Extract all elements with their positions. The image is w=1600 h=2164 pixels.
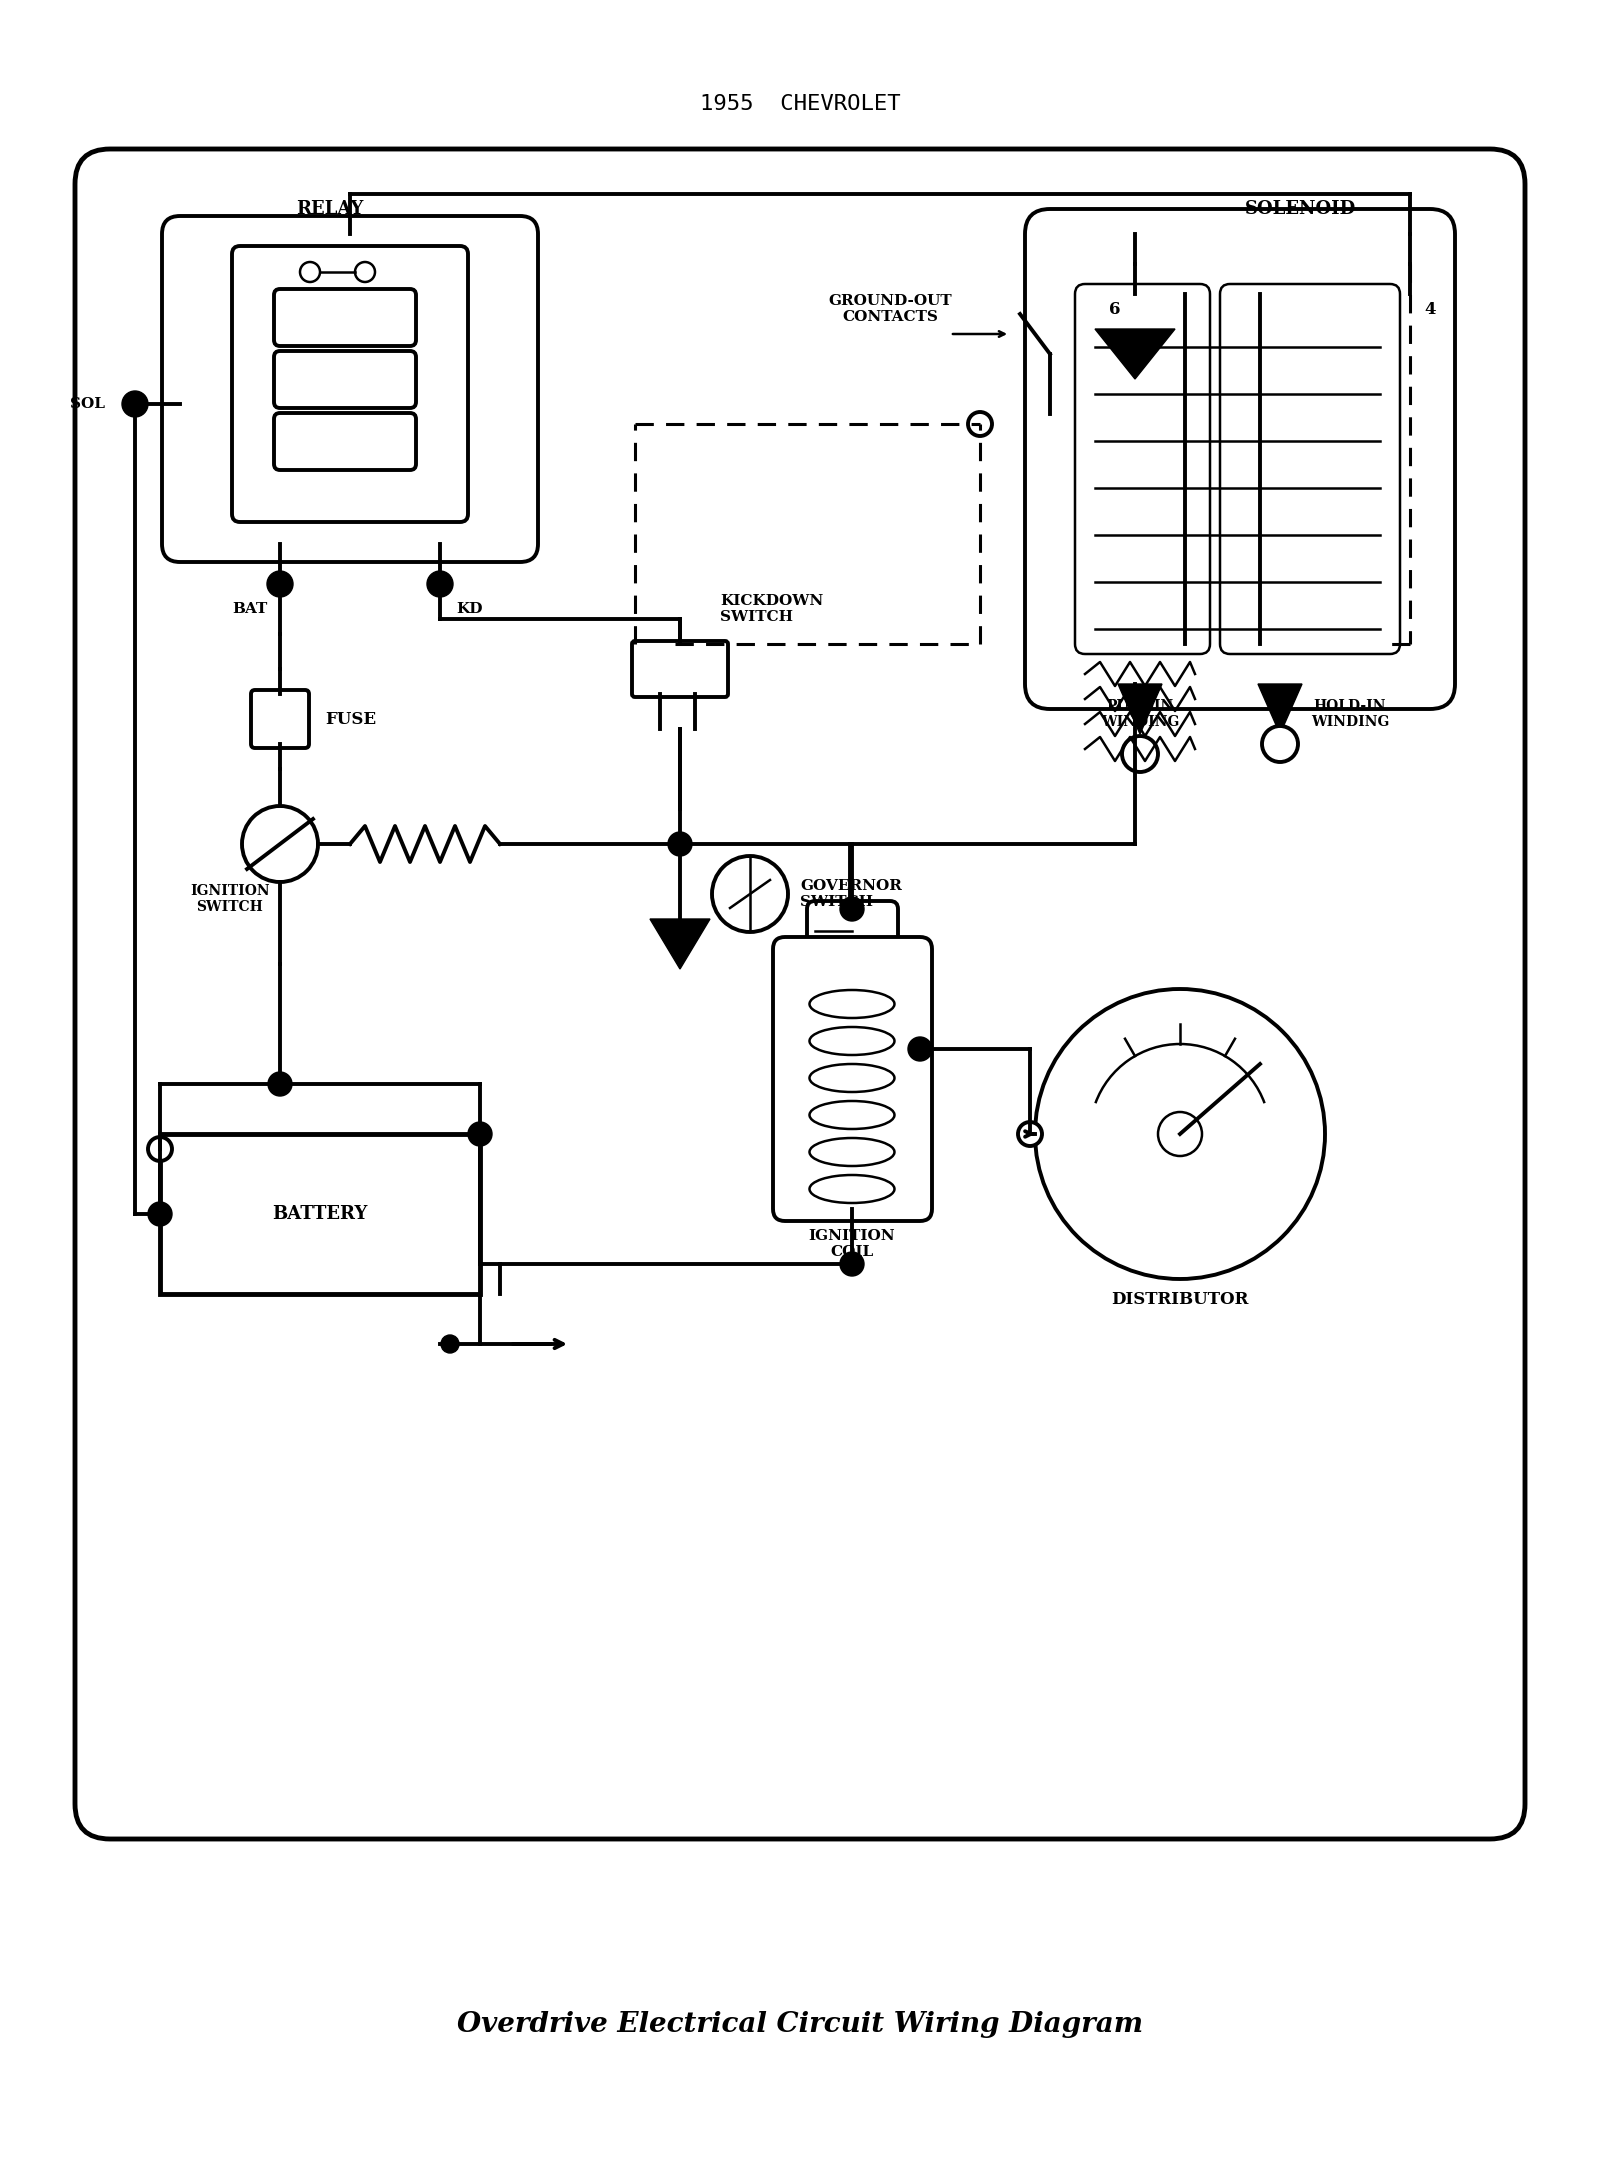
- Text: KICKDOWN
SWITCH: KICKDOWN SWITCH: [720, 593, 824, 623]
- Text: SOLENOID: SOLENOID: [1245, 199, 1355, 219]
- Circle shape: [669, 831, 691, 857]
- Circle shape: [301, 262, 320, 281]
- FancyBboxPatch shape: [274, 351, 416, 409]
- FancyBboxPatch shape: [251, 690, 309, 749]
- Circle shape: [467, 1121, 493, 1147]
- Text: SOL: SOL: [70, 396, 106, 411]
- Circle shape: [147, 1201, 173, 1227]
- Circle shape: [427, 571, 453, 597]
- Text: Overdrive Electrical Circuit Wiring Diagram: Overdrive Electrical Circuit Wiring Diag…: [458, 2010, 1142, 2038]
- Circle shape: [1018, 1121, 1042, 1147]
- Text: 1955  CHEVROLET: 1955 CHEVROLET: [699, 93, 901, 115]
- Circle shape: [122, 392, 147, 418]
- Polygon shape: [1094, 329, 1174, 379]
- Text: DISTRIBUTOR: DISTRIBUTOR: [1112, 1290, 1248, 1307]
- Text: 4: 4: [1424, 301, 1435, 318]
- FancyBboxPatch shape: [632, 641, 728, 697]
- Circle shape: [907, 1037, 931, 1060]
- Circle shape: [269, 1071, 291, 1095]
- Text: KD: KD: [456, 602, 483, 617]
- Text: BATTERY: BATTERY: [272, 1205, 368, 1223]
- Text: IGNITION
COIL: IGNITION COIL: [808, 1229, 896, 1259]
- Circle shape: [1122, 736, 1158, 773]
- Circle shape: [712, 857, 787, 933]
- FancyBboxPatch shape: [806, 900, 898, 963]
- Polygon shape: [1118, 684, 1162, 734]
- FancyBboxPatch shape: [773, 937, 931, 1220]
- Bar: [160, 1134, 480, 1294]
- Polygon shape: [650, 920, 710, 969]
- Text: GROUND-OUT
CONTACTS: GROUND-OUT CONTACTS: [829, 294, 952, 325]
- Text: RELAY: RELAY: [296, 199, 363, 219]
- FancyBboxPatch shape: [274, 413, 416, 470]
- Polygon shape: [1258, 684, 1302, 734]
- Text: GOVERNOR
SWITCH: GOVERNOR SWITCH: [800, 879, 902, 909]
- Circle shape: [840, 898, 864, 922]
- Text: FUSE: FUSE: [325, 710, 376, 727]
- Circle shape: [147, 1136, 173, 1162]
- Circle shape: [1262, 725, 1298, 762]
- Circle shape: [355, 262, 374, 281]
- Circle shape: [840, 1253, 864, 1277]
- Text: BAT: BAT: [232, 602, 267, 617]
- Text: 6: 6: [1109, 301, 1120, 318]
- Text: IGNITION
SWITCH: IGNITION SWITCH: [190, 883, 270, 913]
- Text: HOLD-IN
WINDING: HOLD-IN WINDING: [1310, 699, 1389, 729]
- Text: PULL-IN
WINDING: PULL-IN WINDING: [1101, 699, 1179, 729]
- Circle shape: [442, 1335, 459, 1352]
- Circle shape: [267, 571, 293, 597]
- Circle shape: [1035, 989, 1325, 1279]
- Circle shape: [1158, 1112, 1202, 1156]
- Circle shape: [242, 805, 318, 883]
- Circle shape: [968, 411, 992, 435]
- FancyBboxPatch shape: [274, 290, 416, 346]
